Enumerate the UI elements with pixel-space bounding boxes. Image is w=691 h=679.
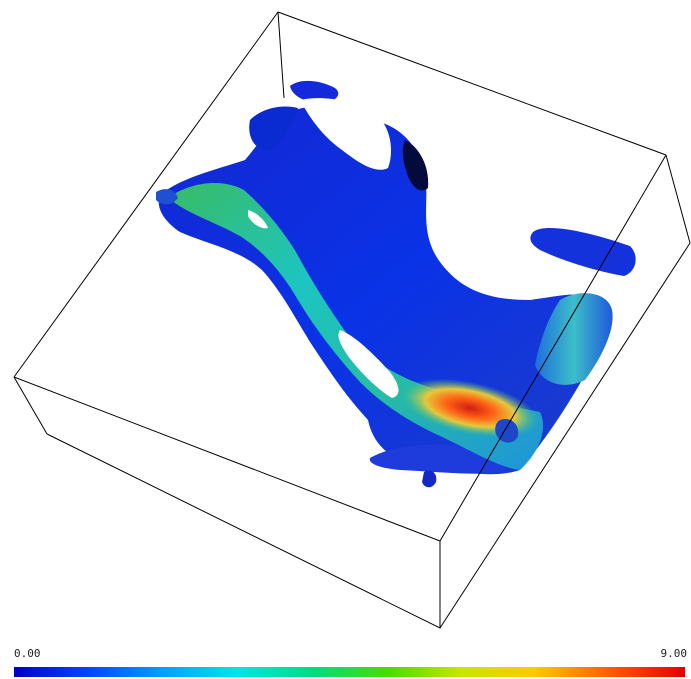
isosurface-left-tail	[156, 189, 178, 205]
bounding-box-front-edges	[13, 154, 691, 629]
3d-scene	[13, 11, 691, 629]
isosurface-left-lobe	[249, 106, 298, 151]
isosurface-right-blob	[530, 227, 636, 276]
isosurface-right-lobe	[535, 293, 613, 385]
bounding-box-back-edges	[13, 11, 667, 378]
isosurface-bottom-blob	[369, 444, 506, 474]
colorbar-max-label: 9.00	[660, 647, 688, 660]
isosurface-gap-left	[248, 210, 268, 229]
isosurface-upper-arm	[290, 80, 339, 104]
isosurface-main-body	[158, 106, 608, 475]
colorbar	[14, 667, 685, 677]
isosurface-gap-upper	[300, 98, 392, 170]
isosurface-shadow	[402, 140, 429, 191]
isosurface-small-blob	[422, 470, 437, 488]
colorbar-min-label: 0.00	[14, 647, 41, 660]
isosurface-gap-lower	[338, 330, 399, 398]
isosurface	[156, 80, 636, 488]
